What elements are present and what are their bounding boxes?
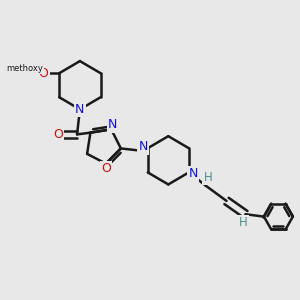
Text: H: H: [204, 171, 212, 184]
Text: N: N: [108, 118, 117, 131]
Text: N: N: [75, 103, 85, 116]
Text: O: O: [101, 162, 111, 176]
Text: O: O: [53, 128, 63, 141]
Text: N: N: [188, 167, 198, 180]
Text: methoxy: methoxy: [6, 64, 43, 73]
Text: O: O: [38, 67, 48, 80]
Text: N: N: [139, 140, 148, 153]
Text: H: H: [239, 216, 248, 229]
